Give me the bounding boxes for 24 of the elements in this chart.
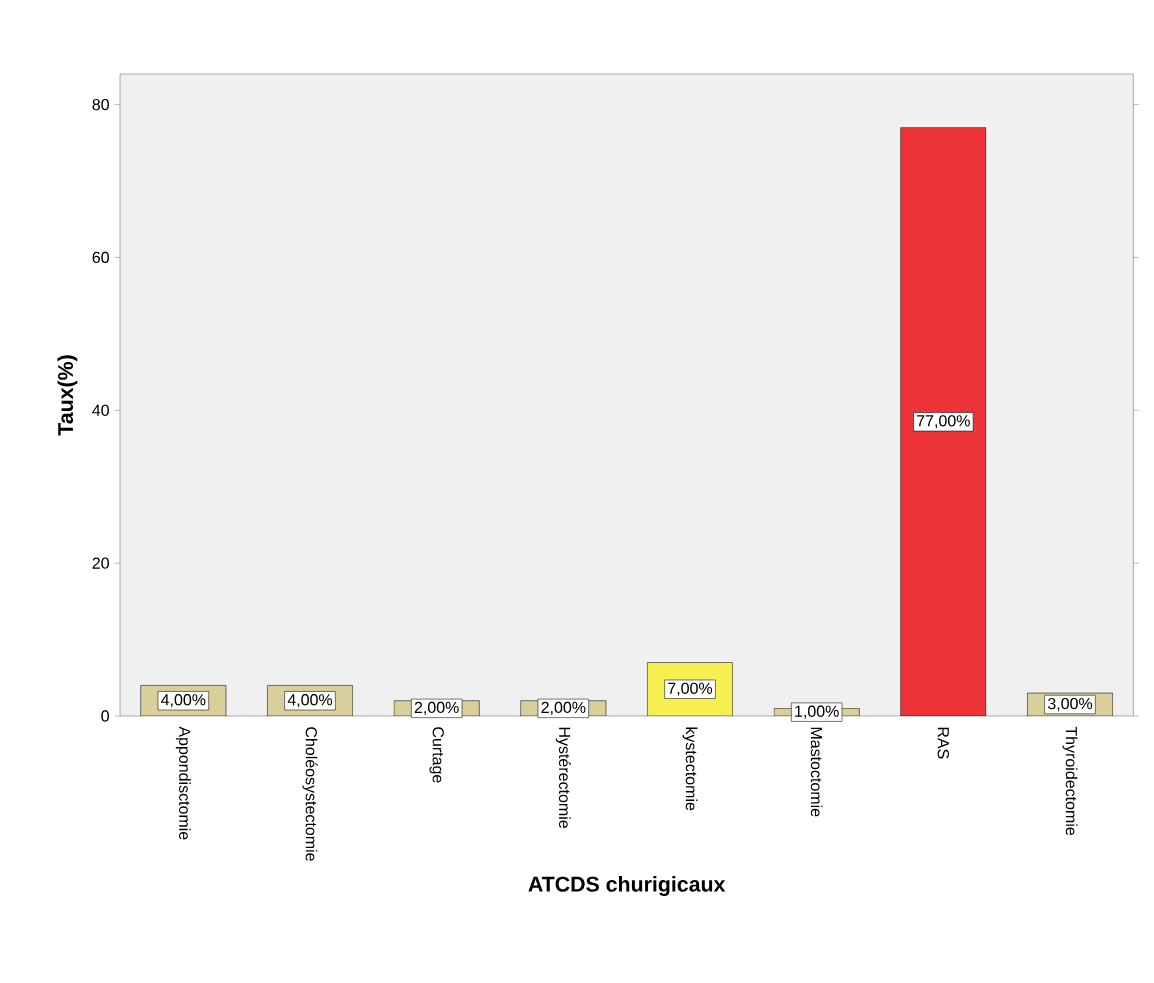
- x-tick-label: Choléosystectomie: [302, 727, 318, 861]
- x-tick-label: kystectomie: [682, 727, 698, 811]
- x-tick-label: Mastoctomie: [810, 727, 823, 817]
- data-label: 2,00%: [541, 701, 586, 715]
- data-label: 77,00%: [917, 415, 970, 429]
- data-label: 2,00%: [414, 701, 459, 715]
- bar: [900, 127, 987, 716]
- y-tick-label: 40: [92, 404, 109, 416]
- x-tick-label: Hystérectomie: [555, 727, 571, 828]
- data-label: 4,00%: [161, 694, 206, 708]
- x-tick-label: Thyroidectomie: [1062, 726, 1078, 836]
- x-tick-label: RAS: [937, 727, 949, 759]
- x-tick-label: Appondisctomie: [175, 726, 191, 840]
- y-tick-label: 80: [92, 98, 109, 111]
- x-axis-title: ATCDS churigicaux: [528, 876, 726, 897]
- data-label: 4,00%: [287, 694, 333, 708]
- data-label: 1,00%: [795, 705, 839, 719]
- y-tick-label: 20: [92, 557, 109, 569]
- y-tick-label: 60: [92, 251, 109, 264]
- y-tick-label: 0: [101, 710, 109, 722]
- data-label: 7,00%: [668, 682, 713, 696]
- x-tick-label: Curtage: [429, 727, 444, 783]
- data-label: 3,00%: [1047, 697, 1093, 712]
- y-axis-title: Taux(%): [57, 355, 78, 436]
